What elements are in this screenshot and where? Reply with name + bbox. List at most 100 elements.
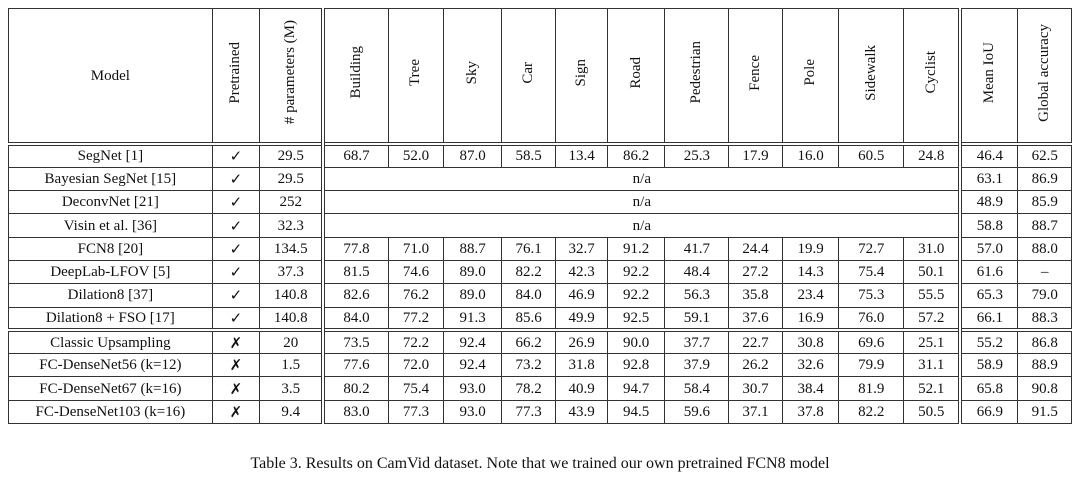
global-accuracy-cell: 88.3 xyxy=(1017,306,1072,331)
params-cell: 32.3 xyxy=(259,213,324,238)
class-iou-cell: 93.0 xyxy=(443,399,502,425)
params-cell: 140.8 xyxy=(259,306,324,331)
class-iou-cell: 32.7 xyxy=(555,236,608,261)
mean-iou-cell: 48.9 xyxy=(958,190,1019,215)
header-road: Road xyxy=(606,8,666,145)
table-row: SegNet [1] ✓ 29.5 68.7 52.0 87.0 58.5 13.4 86.2 2… xyxy=(8,141,1072,168)
class-iou-cell: 50.1 xyxy=(903,259,961,285)
global-accuracy-cell: 86.8 xyxy=(1017,328,1072,355)
class-iou-cell: 46.9 xyxy=(555,283,608,308)
class-iou-cell: 79.9 xyxy=(838,353,905,378)
params-cell: 134.5 xyxy=(259,236,324,261)
class-iou-cell: 27.2 xyxy=(728,259,783,285)
class-iou-cell: 26.9 xyxy=(555,328,608,355)
model-name-cell: FC-DenseNet67 (k=16) xyxy=(8,376,213,401)
mean-iou-cell: 46.4 xyxy=(958,141,1019,168)
pretrained-mark-cell: ✓ xyxy=(211,283,261,308)
table-row: Dilation8 [37] ✓ 140.8 82.6 76.2 89.0 84.0 46.9… xyxy=(8,283,1072,308)
results-table-body: SegNet [1] ✓ 29.5 68.7 52.0 87.0 58.5 13.4 86.2 2… xyxy=(8,141,1072,425)
mean-iou-cell: 63.1 xyxy=(958,166,1019,192)
table-row: Classic Upsampling ✗ 20 73.5 72.2 92.4 66.2 26.… xyxy=(8,328,1072,355)
class-iou-cell: 94.7 xyxy=(606,376,666,401)
results-table-container: Model Pretrained # parameters (M) Buildi… xyxy=(8,8,1072,425)
class-iou-cell: 87.0 xyxy=(443,141,502,168)
class-iou-cell: 37.6 xyxy=(728,306,783,331)
class-iou-cell: 92.4 xyxy=(443,328,502,355)
class-iou-cell: 91.3 xyxy=(443,306,502,331)
table-row: Dilation8 + FSO [17] ✓ 140.8 84.0 77.2 91.3 85… xyxy=(8,306,1072,331)
class-iou-cell: 76.2 xyxy=(387,283,445,308)
header-building: Building xyxy=(321,8,389,145)
table-row: FC-DenseNet56 (k=12) ✗ 1.5 77.6 72.0 92.4 73.2… xyxy=(8,353,1072,378)
params-cell: 3.5 xyxy=(259,376,324,401)
params-cell: 37.3 xyxy=(259,259,324,285)
class-iou-cell: 57.2 xyxy=(903,306,961,331)
pretrained-mark-cell: ✗ xyxy=(211,353,261,378)
class-iou-cell: 82.2 xyxy=(500,259,557,285)
class-iou-cell: 37.8 xyxy=(781,399,840,425)
class-iou-cell: 71.0 xyxy=(387,236,445,261)
class-iou-cell: 23.4 xyxy=(781,283,840,308)
class-iou-cell: 31.1 xyxy=(903,353,961,378)
class-iou-cell: 55.5 xyxy=(903,283,961,308)
class-iou-cell: 76.1 xyxy=(500,236,557,261)
global-accuracy-cell: 86.9 xyxy=(1017,166,1072,192)
class-iou-cell: 75.4 xyxy=(387,376,445,401)
class-iou-cell: 92.2 xyxy=(606,283,666,308)
header-pretrained: Pretrained xyxy=(211,8,261,145)
class-iou-cell: 74.6 xyxy=(387,259,445,285)
params-cell: 29.5 xyxy=(259,166,324,192)
class-iou-cell: 92.2 xyxy=(606,259,666,285)
class-iou-cell: 78.2 xyxy=(500,376,557,401)
mean-iou-cell: 65.8 xyxy=(958,376,1019,401)
class-iou-cell: 26.2 xyxy=(728,353,783,378)
header-global-accuracy: Global accuracy xyxy=(1017,8,1072,145)
class-iou-cell: 52.0 xyxy=(387,141,445,168)
class-iou-cell: 60.5 xyxy=(838,141,905,168)
model-name-cell: Bayesian SegNet [15] xyxy=(8,166,213,192)
mean-iou-cell: 66.9 xyxy=(958,399,1019,425)
class-iou-cell: 69.6 xyxy=(838,328,905,355)
class-iou-cell: 30.8 xyxy=(781,328,840,355)
class-iou-cell: 92.4 xyxy=(443,353,502,378)
class-iou-cell: 75.4 xyxy=(838,259,905,285)
table-row: Bayesian SegNet [15] ✓ 29.5 n/a 63.1 86.9 xyxy=(8,166,1072,192)
class-iou-cell: 77.3 xyxy=(387,399,445,425)
class-iou-cell: 58.5 xyxy=(500,141,557,168)
class-iou-cell: 90.0 xyxy=(606,328,666,355)
class-iou-cell: 13.4 xyxy=(555,141,608,168)
class-iou-cell: 68.7 xyxy=(321,141,389,168)
class-iou-cell: 94.5 xyxy=(606,399,666,425)
pretrained-mark-cell: ✗ xyxy=(211,376,261,401)
class-iou-cell: 38.4 xyxy=(781,376,840,401)
header-fence: Fence xyxy=(728,8,783,145)
class-iou-cell: 77.6 xyxy=(321,353,389,378)
params-cell: 252 xyxy=(259,190,324,215)
model-name-cell: Classic Upsampling xyxy=(8,328,213,355)
class-iou-cell: 82.2 xyxy=(838,399,905,425)
model-name-cell: DeepLab-LFOV [5] xyxy=(8,259,213,285)
class-iou-cell: 16.0 xyxy=(781,141,840,168)
mean-iou-cell: 57.0 xyxy=(958,236,1019,261)
class-iou-cell: 37.1 xyxy=(728,399,783,425)
model-name-cell: DeconvNet [21] xyxy=(8,190,213,215)
params-cell: 140.8 xyxy=(259,283,324,308)
mean-iou-cell: 58.9 xyxy=(958,353,1019,378)
model-name-cell: Dilation8 [37] xyxy=(8,283,213,308)
pretrained-mark-cell: ✓ xyxy=(211,141,261,168)
class-iou-cell: 50.5 xyxy=(903,399,961,425)
header-params: # parameters (M) xyxy=(259,8,324,145)
class-iou-cell: 91.2 xyxy=(606,236,666,261)
table-caption: Table 3. Results on CamVid dataset. Note… xyxy=(250,455,830,472)
class-iou-cell: 66.2 xyxy=(500,328,557,355)
model-name-cell: FC-DenseNet56 (k=12) xyxy=(8,353,213,378)
class-iou-cell: 17.9 xyxy=(728,141,783,168)
class-iou-cell: 77.8 xyxy=(321,236,389,261)
global-accuracy-cell: 62.5 xyxy=(1017,141,1072,168)
params-cell: 29.5 xyxy=(259,141,324,168)
pretrained-mark-cell: ✓ xyxy=(211,306,261,331)
model-name-cell: FCN8 [20] xyxy=(8,236,213,261)
header-model: Model xyxy=(8,8,213,145)
pretrained-mark-cell: ✗ xyxy=(211,399,261,425)
mean-iou-cell: 65.3 xyxy=(958,283,1019,308)
